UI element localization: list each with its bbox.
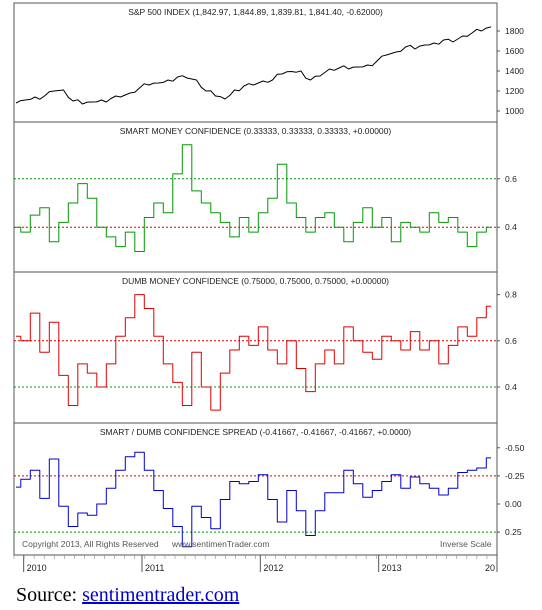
sp500-tick-label: 1600 xyxy=(505,46,524,56)
sp500-title: S&P 500 INDEX (1,842.97, 1,844.89, 1,839… xyxy=(128,7,383,17)
spread-panel: SMART / DUMB CONFIDENCE SPREAD (-0.41667… xyxy=(13,422,525,556)
spread-series-line xyxy=(16,451,491,548)
source-link[interactable]: sentimentrader.com xyxy=(82,584,240,606)
spread-tick-label: -0.25 xyxy=(505,471,525,481)
sentiment-chart: S&P 500 INDEX (1,842.97, 1,844.89, 1,839… xyxy=(13,2,525,573)
smart-money-tick-label: 0.4 xyxy=(505,222,517,232)
spread-tick-label: -0.50 xyxy=(505,443,525,453)
dumb-money-title: DUMB MONEY CONFIDENCE (0.75000, 0.75000,… xyxy=(122,276,389,286)
dumb-money-frame xyxy=(13,271,498,424)
smart-money-series-line xyxy=(16,144,491,252)
dumb-money-panel: DUMB MONEY CONFIDENCE (0.75000, 0.75000,… xyxy=(13,271,517,424)
x-axis-label: 20 xyxy=(485,563,495,573)
site-text: www.sentimenTrader.com xyxy=(171,539,269,549)
spread-tick-label: 0.00 xyxy=(505,499,522,509)
inverse-scale-note: Inverse Scale xyxy=(440,539,492,549)
dumb-money-tick-label: 0.4 xyxy=(505,382,517,392)
source-label: Source: xyxy=(16,584,78,606)
sp500-panel: S&P 500 INDEX (1,842.97, 1,844.89, 1,839… xyxy=(13,2,524,123)
smart-money-panel: SMART MONEY CONFIDENCE (0.33333, 0.33333… xyxy=(13,121,517,273)
x-axis-label: 2013 xyxy=(382,563,402,573)
chart-canvas: S&P 500 INDEX (1,842.97, 1,844.89, 1,839… xyxy=(13,2,525,573)
x-axis-label: 2011 xyxy=(145,563,164,573)
dumb-money-tick-label: 0.8 xyxy=(505,290,517,300)
sp500-tick-label: 1000 xyxy=(505,106,524,116)
smart-money-frame xyxy=(13,121,498,273)
smart-money-tick-label: 0.6 xyxy=(505,174,517,184)
source-line: Source: sentimentrader.com xyxy=(16,584,239,607)
dumb-money-series-line xyxy=(16,294,491,411)
spread-title: SMART / DUMB CONFIDENCE SPREAD (-0.41667… xyxy=(100,427,411,437)
smart-money-title: SMART MONEY CONFIDENCE (0.33333, 0.33333… xyxy=(120,126,392,136)
sp500-tick-label: 1400 xyxy=(505,66,524,76)
dumb-money-tick-label: 0.6 xyxy=(505,336,517,346)
sp500-tick-label: 1800 xyxy=(505,26,524,36)
x-axis-label: 2010 xyxy=(27,563,47,573)
copyright-text: Copyright 2013, All Rights Reserved xyxy=(22,539,159,549)
spread-frame xyxy=(13,422,498,556)
spread-tick-label: 0.25 xyxy=(505,527,522,537)
sp500-tick-label: 1200 xyxy=(505,86,524,96)
x-axis-label: 2012 xyxy=(263,563,283,573)
sp500-frame xyxy=(13,2,498,123)
